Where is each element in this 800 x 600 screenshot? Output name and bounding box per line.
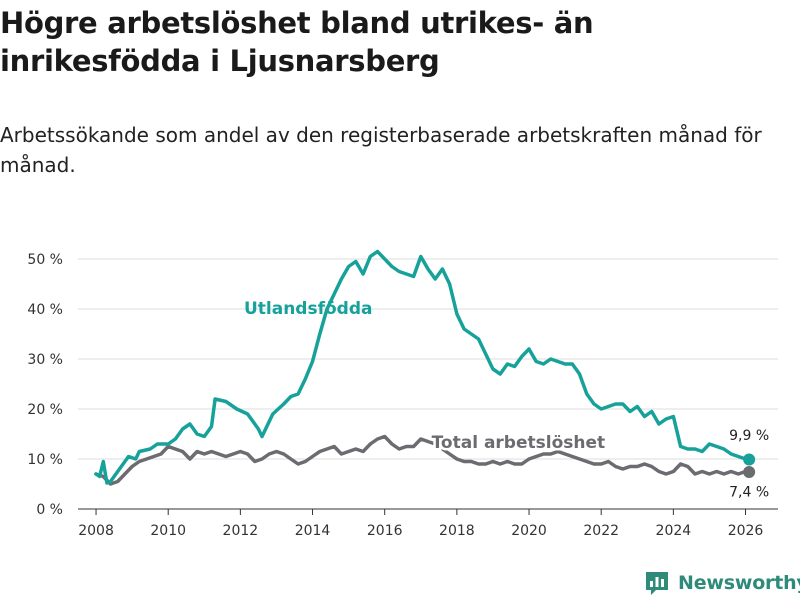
end-value-label-foreign-born: 9,9 % — [729, 428, 769, 444]
x-tick-label: 2026 — [728, 523, 764, 539]
series-lines — [94, 249, 756, 486]
y-tick-label: 20 % — [27, 402, 63, 418]
y-tick-label: 30 % — [27, 352, 63, 368]
y-tick-label: 50 % — [27, 252, 63, 268]
brand-logo[interactable]: Newsworthy — [644, 568, 800, 598]
bar-chart-logo-icon — [646, 572, 668, 595]
y-axis: 0 % 10 % 20 % 30 % 40 % 50 % — [27, 252, 63, 518]
x-tick-label: 2014 — [295, 523, 331, 539]
x-tick-label: 2010 — [150, 523, 186, 539]
x-tick-label: 2024 — [656, 523, 692, 539]
y-tick-label: 0 % — [36, 502, 63, 518]
x-axis: 2008 2010 2012 2014 2016 2018 2020 2022 2024 2026 — [78, 509, 763, 539]
end-value-label-total: 7,4 % — [729, 485, 769, 501]
end-point-total — [743, 466, 756, 478]
series-label-total: Total arbetslöshet — [432, 433, 606, 453]
chart-title: Högre arbetslöshet bland utrikes- än inr… — [0, 6, 594, 78]
chart-subtitle: Arbetssökande som andel av den registerb… — [0, 123, 762, 177]
x-tick-label: 2012 — [223, 523, 259, 539]
x-tick-label: 2016 — [367, 523, 403, 539]
x-tick-label: 2020 — [511, 523, 547, 539]
y-tick-label: 40 % — [27, 302, 63, 318]
series-label-foreign-born: Utlandsfödda — [244, 299, 373, 319]
y-tick-label: 10 % — [27, 452, 63, 468]
grid-lines — [78, 258, 778, 510]
series-line-foreign-born — [94, 249, 751, 485]
x-tick-label: 2022 — [583, 523, 619, 539]
series-line-total — [94, 434, 751, 486]
end-point-foreign-born — [743, 453, 756, 466]
x-tick-label: 2018 — [439, 523, 475, 539]
brand-name: Newsworthy — [678, 572, 800, 594]
x-tick-label: 2008 — [78, 523, 114, 539]
